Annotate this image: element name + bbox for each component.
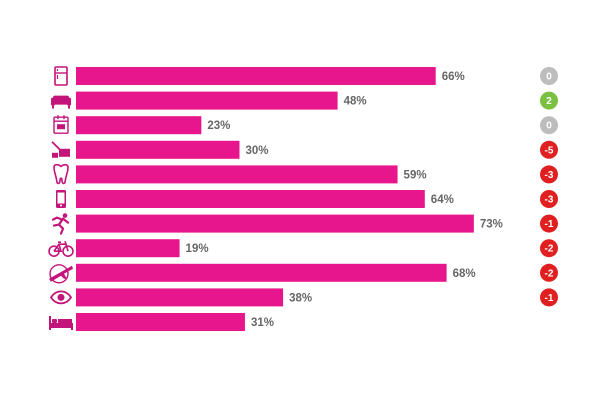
change-badge — [540, 288, 558, 307]
armchair-icon — [51, 95, 71, 109]
eye-icon — [50, 290, 72, 305]
bar — [76, 263, 447, 282]
bar — [76, 288, 284, 307]
phone-icon — [56, 190, 66, 208]
bicycle-icon — [48, 240, 74, 258]
change-badge-label: 0 — [546, 72, 552, 83]
bar — [76, 91, 338, 110]
bar-value-label: 38% — [289, 292, 312, 304]
cleaning-icon — [51, 140, 71, 159]
change-badge-label: -1 — [545, 293, 554, 304]
bar-value-label: 68% — [453, 268, 476, 280]
change-badge-label: -3 — [545, 170, 554, 181]
change-badge — [540, 140, 558, 159]
change-badge — [540, 190, 558, 208]
change-badge-label: 2 — [546, 96, 552, 107]
fridge-icon — [54, 66, 68, 86]
bar — [76, 116, 202, 135]
change-badge-label: -2 — [545, 244, 554, 255]
chart-rows: 66% 0 48% 2 23% 0 30% -5 59% -3 64% -3 73% -1 19% -2 68%… — [48, 66, 558, 331]
bed-icon — [49, 315, 73, 331]
change-badge — [540, 91, 558, 110]
change-badge-label: -2 — [545, 268, 554, 279]
bar-value-label: 73% — [480, 219, 503, 231]
bar — [76, 239, 180, 258]
change-badge-label: -3 — [545, 195, 554, 206]
bar — [76, 165, 398, 184]
change-badge — [540, 67, 558, 85]
bar — [76, 190, 425, 208]
bar-value-label: 31% — [251, 317, 274, 329]
change-badge — [540, 165, 558, 184]
change-badge-label: 0 — [546, 121, 552, 132]
bar — [76, 313, 245, 331]
plane-icon — [48, 264, 74, 284]
change-badge — [540, 263, 558, 282]
bar-value-label: 64% — [431, 194, 454, 206]
running-icon — [51, 212, 70, 235]
bar-value-label: 23% — [207, 120, 230, 132]
change-badge — [540, 116, 558, 135]
bar-value-label: 19% — [186, 243, 209, 255]
bar-value-label: 30% — [246, 145, 269, 157]
change-badge-label: -1 — [545, 219, 554, 230]
bar-value-label: 59% — [404, 169, 427, 181]
bar-value-label: 48% — [344, 96, 367, 108]
bar — [76, 214, 474, 233]
change-badge-label: -5 — [545, 145, 554, 156]
tooth-icon — [53, 163, 69, 185]
bar — [76, 140, 240, 159]
bar-value-label: 66% — [442, 71, 465, 83]
bar — [76, 67, 436, 85]
calendar-icon — [53, 114, 69, 134]
change-badge — [540, 214, 558, 233]
change-badge — [540, 239, 558, 258]
